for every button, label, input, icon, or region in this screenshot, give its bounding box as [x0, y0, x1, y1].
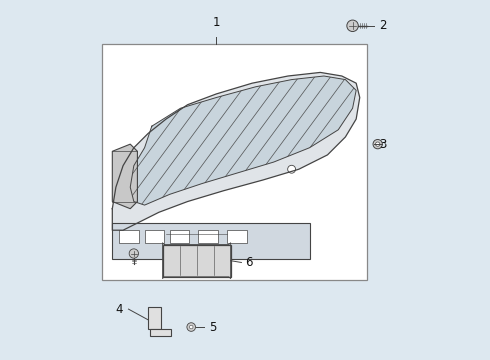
Text: 3: 3 — [379, 138, 387, 150]
Text: 2: 2 — [379, 19, 387, 32]
Polygon shape — [112, 72, 360, 230]
Circle shape — [288, 165, 295, 173]
Text: 4: 4 — [116, 303, 123, 316]
Bar — [112, 223, 310, 259]
Circle shape — [375, 142, 380, 146]
Polygon shape — [130, 76, 356, 205]
Circle shape — [373, 139, 382, 149]
Polygon shape — [148, 307, 161, 329]
Text: 1: 1 — [213, 16, 220, 29]
Text: 5: 5 — [209, 320, 217, 333]
Text: 6: 6 — [245, 256, 252, 269]
Circle shape — [347, 20, 358, 32]
Bar — [227, 230, 247, 243]
Bar — [170, 230, 190, 243]
Bar — [120, 230, 139, 243]
Circle shape — [190, 325, 193, 329]
Circle shape — [129, 249, 139, 258]
Circle shape — [187, 323, 196, 331]
Polygon shape — [112, 144, 137, 209]
Bar — [198, 230, 218, 243]
Polygon shape — [150, 329, 172, 336]
Bar — [163, 244, 231, 277]
Bar — [101, 44, 367, 280]
Bar — [145, 230, 164, 243]
